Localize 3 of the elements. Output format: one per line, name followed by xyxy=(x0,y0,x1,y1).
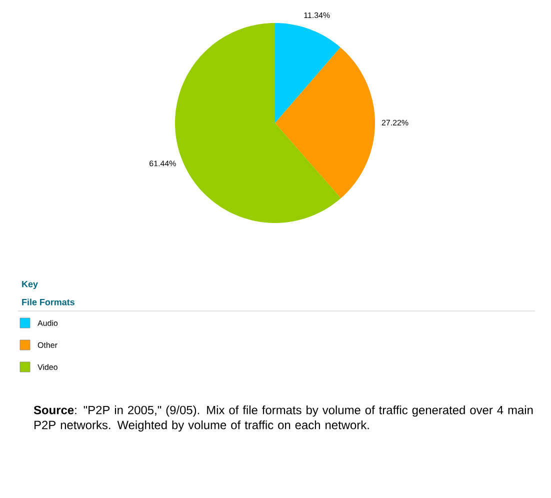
legend-title: File Formats xyxy=(22,298,74,306)
text: Key xyxy=(22,280,38,289)
text: Source: "P2P in 2005," (9/05). Mix of file formats by volume of traffic generated over 4 main P2P networks. Weighted by volume of traffic on each network. xyxy=(34,406,533,432)
